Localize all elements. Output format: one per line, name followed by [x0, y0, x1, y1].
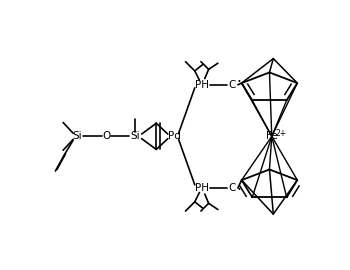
Text: Fe: Fe	[266, 131, 278, 141]
Text: Pd: Pd	[168, 131, 180, 141]
Text: Si: Si	[72, 131, 82, 141]
Text: C: C	[228, 183, 236, 193]
Text: PH: PH	[195, 183, 209, 193]
Text: ·: ·	[236, 183, 241, 198]
Text: O: O	[102, 131, 110, 141]
Text: PH: PH	[195, 80, 209, 90]
Text: Si: Si	[131, 131, 140, 141]
Text: C: C	[228, 80, 236, 90]
Text: ·: ·	[236, 75, 241, 90]
Text: 2+: 2+	[275, 129, 287, 138]
